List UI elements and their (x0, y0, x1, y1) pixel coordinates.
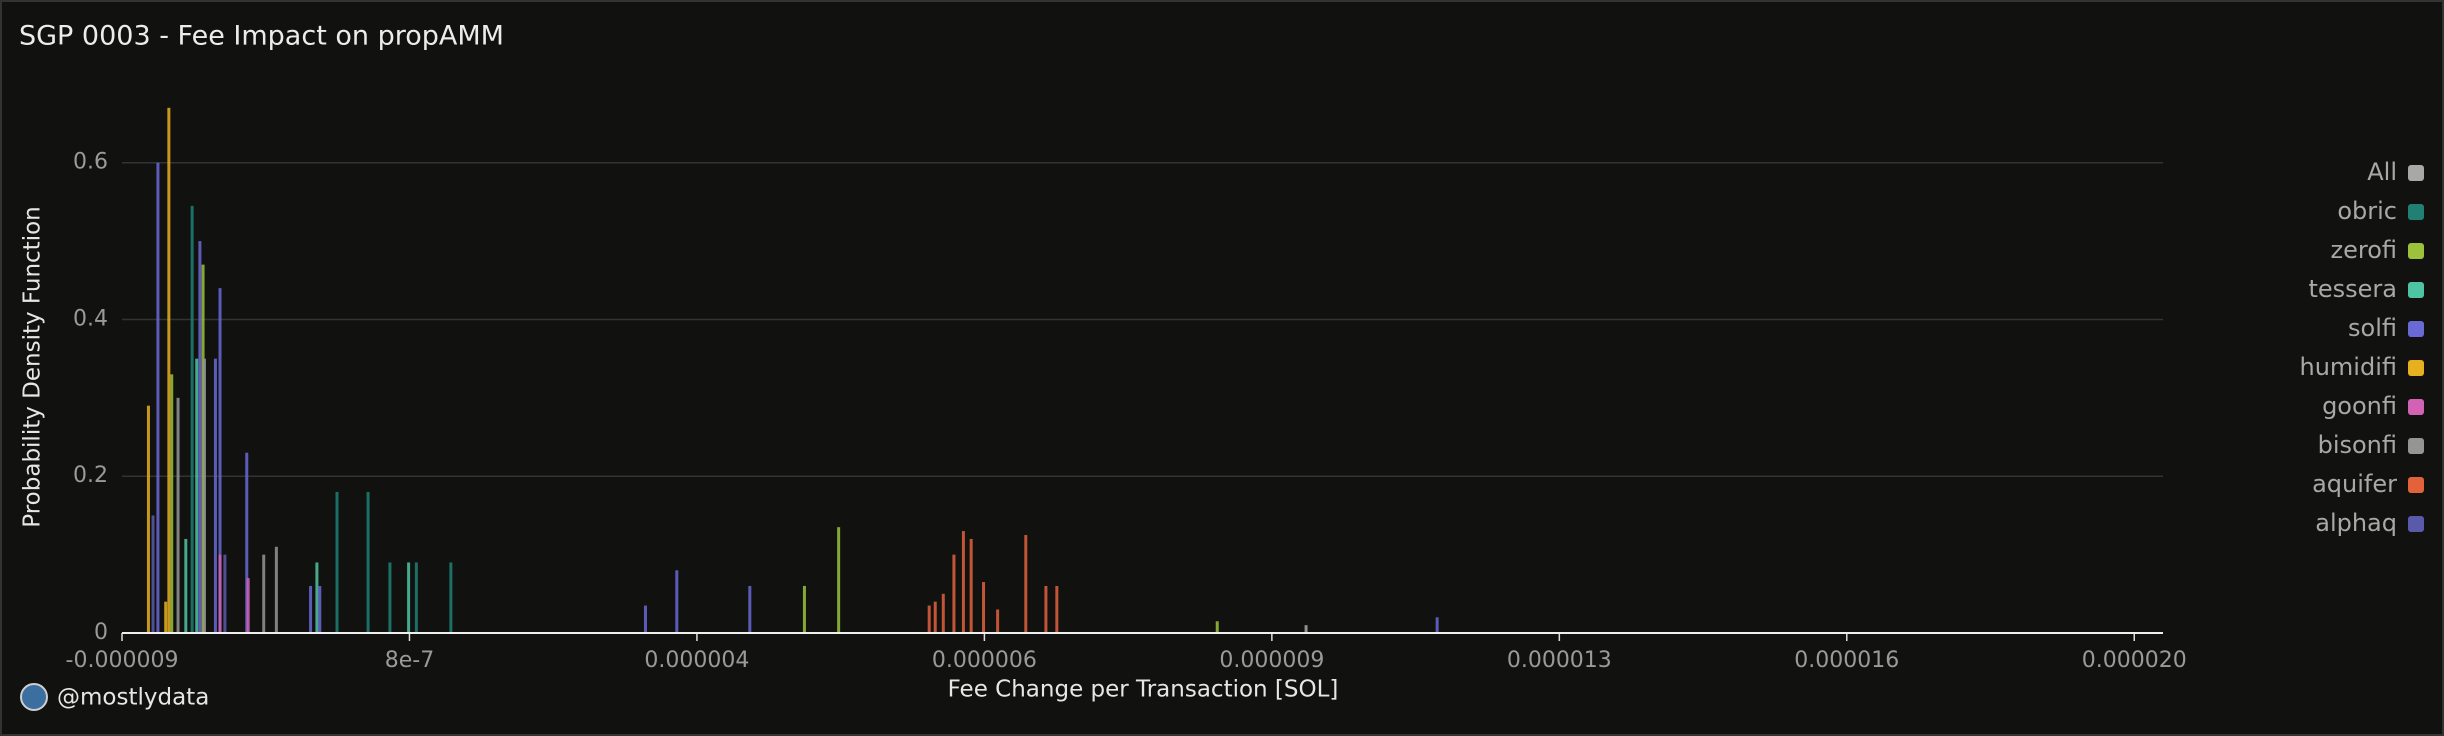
bar (167, 107, 171, 633)
x-tick-label: 0.000016 (1794, 648, 1899, 673)
bar (246, 578, 250, 633)
x-tick-label: -0.000009 (66, 648, 179, 673)
bar (982, 582, 986, 633)
legend-swatch (2408, 243, 2424, 259)
bar (1044, 585, 1048, 633)
bar (996, 609, 1000, 633)
bar (407, 562, 411, 633)
x-tick-label: 0.000013 (1507, 648, 1612, 673)
legend-text: alphaq (2315, 509, 2397, 537)
y-tick-label: 0.2 (73, 463, 108, 488)
legend-text: humidifi (2300, 353, 2398, 381)
legend-swatch (2408, 165, 2424, 181)
credit: @mostlydata (57, 685, 209, 711)
chart-title: SGP 0003 - Fee Impact on propAMM (19, 21, 504, 52)
bar (1055, 585, 1059, 633)
legend-swatch (2408, 477, 2424, 493)
bar (969, 538, 973, 633)
bar (170, 374, 174, 633)
legend-text: All (2367, 158, 2397, 186)
legend-swatch (2408, 438, 2424, 454)
bar (1024, 535, 1028, 633)
bar (309, 585, 313, 633)
bar (156, 162, 160, 634)
bar (245, 452, 249, 633)
bar (335, 491, 339, 633)
bar (802, 585, 806, 633)
legend-text: obric (2337, 197, 2397, 225)
legend-text: goonfi (2322, 392, 2397, 420)
x-tick-label: 0.000009 (1219, 648, 1324, 673)
bar (748, 585, 752, 633)
x-axis-label: Fee Change per Transaction [SOL] (948, 677, 1339, 703)
bar (203, 358, 207, 633)
bar (927, 605, 931, 633)
bar (274, 546, 278, 633)
bar (388, 562, 392, 633)
bar (643, 605, 647, 633)
bar (318, 585, 322, 633)
bar (262, 554, 266, 633)
legend-text: aquifer (2312, 470, 2397, 498)
bar (414, 562, 418, 633)
legend-swatch (2408, 399, 2424, 415)
bar (1215, 621, 1219, 633)
bar (675, 570, 679, 633)
legend-swatch (2408, 516, 2424, 532)
legend-text: solfi (2348, 314, 2397, 342)
legend-swatch (2408, 204, 2424, 220)
credit-icon (20, 683, 48, 711)
legend-text: zerofi (2330, 236, 2397, 264)
bar (223, 554, 227, 633)
x-tick-label: 0.000020 (2082, 648, 2187, 673)
bar (1435, 617, 1439, 633)
bar (961, 531, 965, 633)
x-tick-label: 0.000004 (644, 648, 749, 673)
bar (933, 601, 937, 633)
legend-swatch (2408, 282, 2424, 298)
bar (837, 527, 841, 633)
x-tick-label: 8e-7 (385, 648, 434, 673)
bar (195, 358, 199, 633)
legend-text: tessera (2308, 275, 2397, 303)
bar (151, 515, 155, 633)
legend-swatch (2408, 321, 2424, 337)
bar (164, 601, 168, 633)
bar (190, 205, 194, 634)
bar (218, 554, 222, 633)
bar (198, 241, 202, 633)
x-tick-label: 0.000006 (932, 648, 1037, 673)
legend-swatch (2408, 360, 2424, 376)
bar (449, 562, 453, 633)
bar (1304, 625, 1308, 633)
bar (218, 288, 222, 633)
bar (213, 358, 217, 633)
bar (184, 538, 188, 633)
bar (366, 491, 370, 633)
y-tick-label: 0 (94, 620, 108, 645)
y-tick-label: 0.6 (73, 150, 108, 175)
y-tick-label: 0.4 (73, 306, 108, 331)
bar (315, 562, 319, 633)
y-axis-label: Probability Density Function (20, 206, 46, 527)
bar (941, 593, 945, 633)
bar (146, 405, 150, 633)
bar (952, 554, 956, 633)
legend-text: bisonfi (2318, 431, 2397, 459)
bar (176, 397, 180, 633)
